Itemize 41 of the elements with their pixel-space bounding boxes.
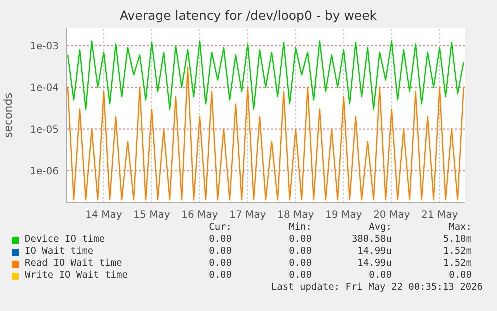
text: 0.00 xyxy=(208,234,232,246)
text: 0.00 xyxy=(448,270,472,282)
text: 14.99u xyxy=(356,246,392,258)
x-tick-label: 19 May xyxy=(326,210,362,222)
x-tick-label: 14 May xyxy=(86,210,122,222)
text: 0.00 xyxy=(288,258,312,270)
text: 5.10m xyxy=(442,234,472,246)
text: 0.00 xyxy=(368,270,392,282)
text: 0.00 xyxy=(288,234,312,246)
y-tick-label: 1e-03 xyxy=(30,42,59,53)
text: 0.00 xyxy=(288,270,312,282)
text: 1.52m xyxy=(442,246,472,258)
x-tick-label: 18 May xyxy=(278,210,314,222)
text: 0.00 xyxy=(208,258,232,270)
text: Avg: xyxy=(368,222,392,234)
text: Max: xyxy=(448,222,472,234)
text: 0.00 xyxy=(288,246,312,258)
legend-label: Device IO time xyxy=(25,234,106,246)
y-tick-label: 1e-06 xyxy=(30,166,59,178)
y-axis-title: seconds xyxy=(2,92,15,138)
legend-label: IO Wait time xyxy=(25,246,94,258)
text: 0.00 xyxy=(208,246,232,258)
text: Cur: xyxy=(208,222,232,234)
text: 380.58u xyxy=(350,234,392,246)
x-tick-label: 21 May xyxy=(422,210,458,222)
x-tick-label: 15 May xyxy=(134,210,170,222)
text: Last update: Fri May 22 00:35:13 2026 xyxy=(270,282,483,294)
y-tick-label: 1e-05 xyxy=(30,124,59,136)
y-tick-label: 1e-04 xyxy=(30,83,59,94)
x-tick-label: 17 May xyxy=(230,210,266,222)
text: Min: xyxy=(288,222,312,234)
text: 1.52m xyxy=(442,258,472,270)
text: 0.00 xyxy=(208,270,232,282)
text: 14.99u xyxy=(356,258,392,270)
chart-title: Average latency for /dev/loop0 - by week xyxy=(118,8,378,23)
x-tick-label: 20 May xyxy=(374,210,410,222)
x-tick-label: 16 May xyxy=(182,210,218,222)
line-series xyxy=(67,40,464,110)
legend-label: Read IO Wait time xyxy=(25,258,122,270)
legend-label: Write IO Wait time xyxy=(25,270,128,282)
line-series xyxy=(67,67,464,201)
